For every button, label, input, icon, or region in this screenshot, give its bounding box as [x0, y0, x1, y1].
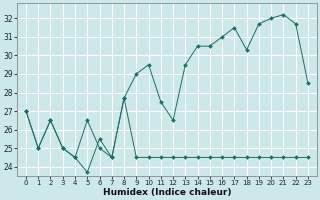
X-axis label: Humidex (Indice chaleur): Humidex (Indice chaleur) — [103, 188, 231, 197]
